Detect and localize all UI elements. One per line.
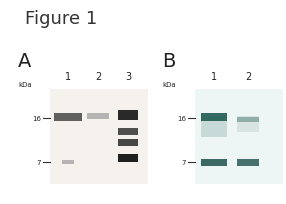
Bar	[87, 113, 109, 119]
Text: 7: 7	[182, 159, 186, 165]
Text: B: B	[162, 52, 175, 71]
Bar	[50, 90, 148, 184]
Text: kDa: kDa	[162, 82, 176, 88]
Text: Figure 1: Figure 1	[25, 10, 97, 28]
Bar	[201, 118, 227, 137]
Bar	[62, 160, 74, 164]
Bar	[118, 110, 138, 120]
Bar	[118, 154, 138, 162]
Bar	[118, 128, 138, 135]
Text: 2: 2	[95, 72, 101, 82]
Bar	[195, 90, 283, 184]
Bar	[54, 113, 82, 121]
Bar	[201, 159, 227, 166]
Bar	[237, 159, 259, 166]
Text: kDa: kDa	[18, 82, 32, 88]
Text: 16: 16	[32, 115, 41, 121]
Bar	[118, 139, 138, 146]
Text: 1: 1	[211, 72, 217, 82]
Bar	[237, 117, 259, 122]
Text: 7: 7	[37, 159, 41, 165]
Text: 16: 16	[177, 115, 186, 121]
Text: A: A	[18, 52, 31, 71]
Text: 3: 3	[125, 72, 131, 82]
Text: 1: 1	[65, 72, 71, 82]
Bar	[201, 113, 227, 121]
Bar	[237, 116, 259, 132]
Text: 2: 2	[245, 72, 251, 82]
